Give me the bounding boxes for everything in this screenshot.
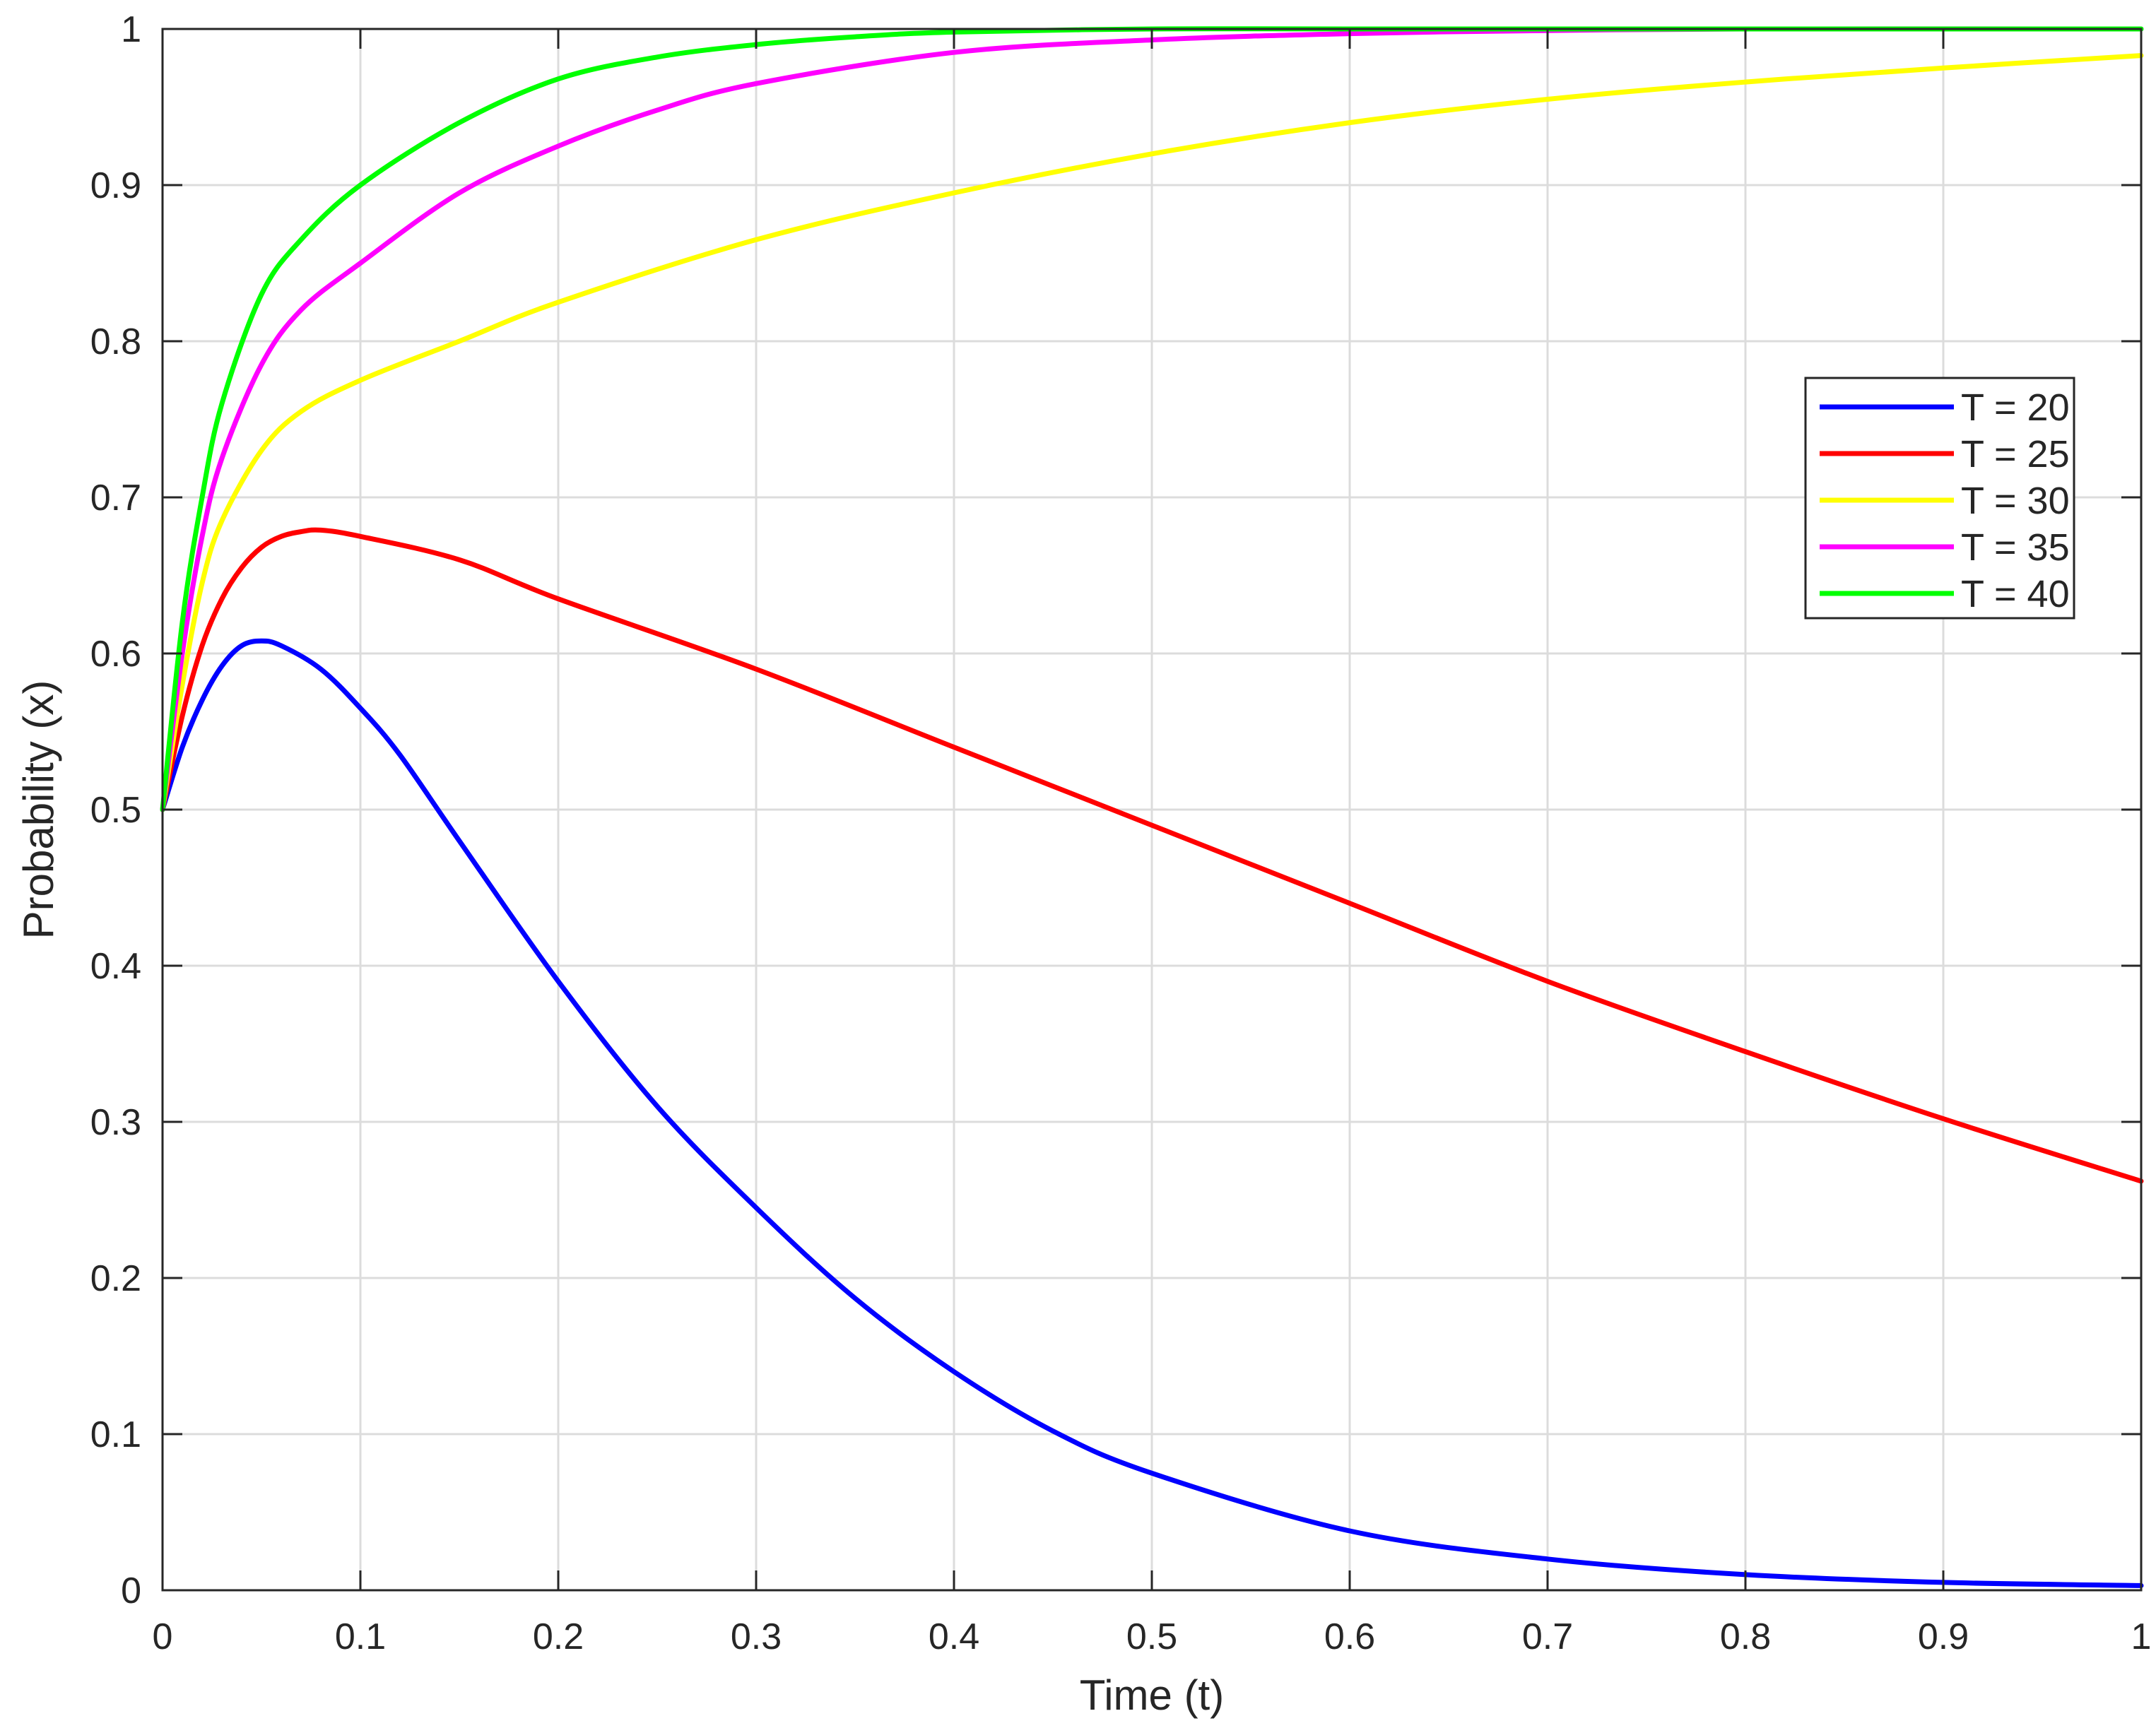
y-tick-label: 0.1: [90, 1414, 141, 1455]
y-tick-label: 0.2: [90, 1258, 141, 1299]
series-line-t-20: [160, 638, 2144, 1588]
series-line-t-25: [160, 527, 2144, 1184]
tick-marks: [161, 28, 2143, 1592]
series-line-t-30: [160, 53, 2144, 812]
x-tick-label: 1: [2131, 1616, 2152, 1657]
y-tick-label: 0.3: [90, 1102, 141, 1143]
y-tick-labels: 0 0.1 0.2 0.3 0.4 0.5 0.6 0.7 0.8 0.9 1: [90, 9, 141, 1611]
y-tick-label: 0: [121, 1570, 141, 1611]
legend: T = 20T = 25 T = 30T = 35T = 40: [1804, 377, 2075, 620]
x-tick-label: 0.1: [335, 1616, 386, 1657]
x-tick-label: 0.8: [1720, 1616, 1771, 1657]
x-tick-label: 0.7: [1522, 1616, 1573, 1657]
y-tick-label: 0.5: [90, 790, 141, 831]
y-tick-label: 0.7: [90, 478, 141, 519]
legend-label-t-25: T = 25: [1961, 433, 2070, 475]
y-tick-label: 1: [121, 9, 141, 50]
x-tick-label: 0.6: [1324, 1616, 1375, 1657]
x-tick-labels: 0 0.1 0.2 0.3 0.4 0.5 0.6 0.7 0.8 0.9 1: [153, 1616, 2152, 1657]
legend-label-t-40: T = 40: [1961, 573, 2070, 615]
legend-label-t-30: T = 30: [1961, 480, 2070, 522]
legend-label-t-20: T = 20: [1961, 386, 2070, 429]
y-tick-label: 0.4: [90, 946, 141, 987]
x-tick-label: 0.3: [731, 1616, 782, 1657]
y-tick-label: 0.6: [90, 634, 141, 675]
x-axis-label: Time (t): [1080, 1671, 1224, 1719]
y-axis-label: Probability (x): [15, 680, 62, 940]
x-tick-label: 0.4: [929, 1616, 979, 1657]
y-tick-label: 0.8: [90, 321, 141, 362]
y-tick-label: 0.9: [90, 165, 141, 206]
x-tick-label: 0.9: [1918, 1616, 1969, 1657]
x-tick-label: 0.5: [1126, 1616, 1177, 1657]
x-tick-label: 0: [153, 1616, 173, 1657]
x-tick-label: 0.2: [533, 1616, 584, 1657]
legend-label-t-35: T = 35: [1961, 526, 2070, 569]
